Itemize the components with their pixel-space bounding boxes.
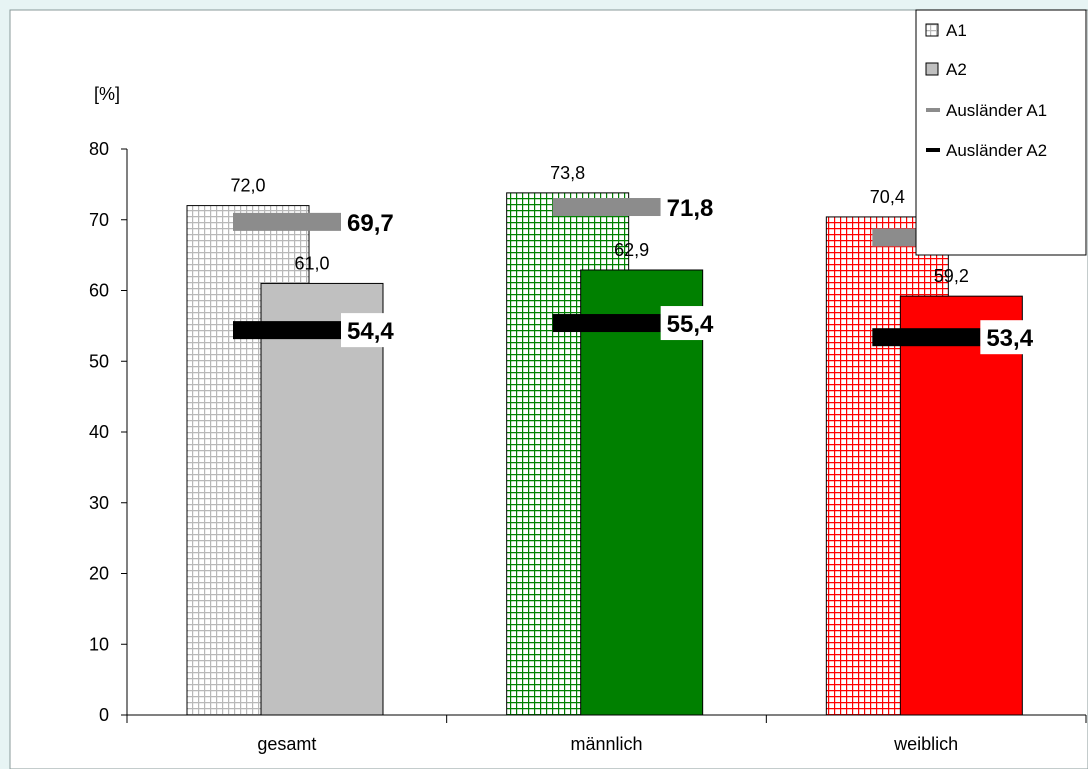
gray-line-icon — [926, 108, 940, 112]
marker-label-bg-a2-2 — [980, 320, 1044, 355]
marker-label-a1-1: 71,8 — [667, 195, 714, 222]
legend-label-1: A2 — [946, 60, 967, 79]
legend-label-0: A1 — [946, 21, 967, 40]
value-label-a2-2: 59,2 — [934, 266, 969, 286]
x-tick-label-2: weiblich — [893, 734, 958, 754]
black-line-icon — [926, 148, 940, 152]
legend-label-3: Ausländer A2 — [946, 141, 1047, 160]
hatched-square-icon — [925, 23, 939, 37]
y-tick-label-0: 0 — [99, 705, 109, 725]
x-tick-label-1: männlich — [570, 734, 642, 754]
marker-auslaender-a1-0 — [233, 212, 341, 231]
axes-layer — [121, 148, 1087, 723]
bar-a2-2 — [899, 295, 1023, 716]
y-tick-label-70: 70 — [89, 210, 109, 230]
marker-auslaender-a2-0 — [233, 321, 341, 340]
value-label-a1-1: 73,8 — [550, 163, 585, 183]
gray-square-icon — [925, 62, 939, 76]
y-tick-label-10: 10 — [89, 634, 109, 654]
value-label-a2-0: 61,0 — [294, 253, 329, 273]
value-label-a2-1: 62,9 — [614, 240, 649, 260]
y-tick-label-80: 80 — [89, 139, 109, 159]
marker-label-a2-1: 55,4 — [667, 311, 714, 338]
y-tick-label-40: 40 — [89, 422, 109, 442]
bars-layer — [186, 192, 1023, 716]
y-tick-label-20: 20 — [89, 564, 109, 584]
legend-box — [915, 9, 1087, 256]
labels-layer: 72,0 61,0 69,7 54,4 gesamt 73,8 62,9 71,8 55,4 mä… — [89, 139, 1044, 754]
y-tick-label-30: 30 — [89, 493, 109, 513]
marker-label-bg-a2-1 — [660, 306, 724, 341]
marker-label-bg-a1-0 — [341, 204, 404, 239]
bar-a2-0 — [260, 282, 384, 716]
value-label-a1-0: 72,0 — [230, 176, 265, 196]
legend: A1 A2 Ausländer A1 Ausländer A2 — [915, 9, 1087, 256]
value-label-a1-2: 70,4 — [870, 187, 905, 207]
bar-a2-1 — [580, 269, 704, 716]
y-tick-label-60: 60 — [89, 281, 109, 301]
marker-auslaender-a2-1 — [552, 314, 661, 333]
marker-label-a2-0: 54,4 — [347, 318, 394, 345]
marker-auslaender-a1-1 — [552, 198, 661, 217]
marker-label-a1-0: 69,7 — [347, 210, 394, 237]
y-tick-label-50: 50 — [89, 351, 109, 371]
marker-label-a2-2: 53,4 — [986, 325, 1033, 352]
x-tick-label-0: gesamt — [257, 734, 316, 754]
y-unit-label: [%] — [94, 84, 120, 104]
marker-label-bg-a1-1 — [660, 190, 724, 225]
marker-auslaender-a2-2 — [872, 328, 981, 347]
marker-label-bg-a2-0 — [341, 313, 404, 348]
legend-label-2: Ausländer A1 — [946, 101, 1047, 120]
